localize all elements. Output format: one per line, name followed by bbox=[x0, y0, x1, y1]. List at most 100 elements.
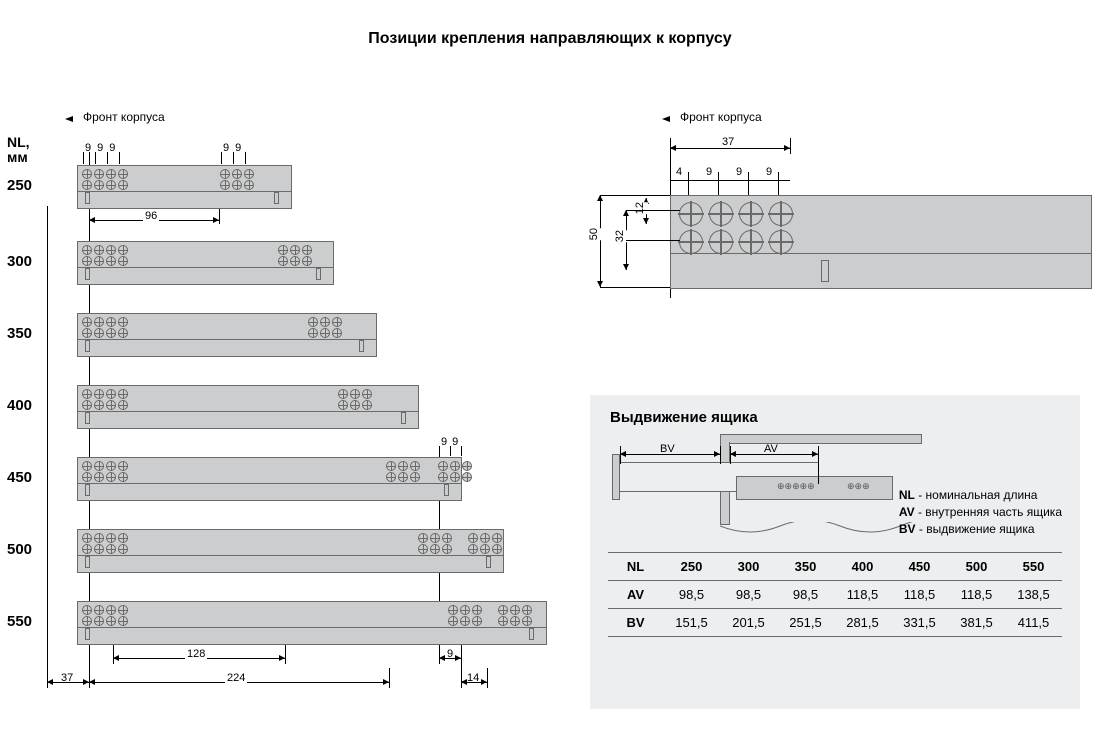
hole-icon bbox=[232, 169, 242, 179]
hole-icon bbox=[106, 245, 116, 255]
tick bbox=[221, 152, 222, 164]
dim-9-pair-450: 99 bbox=[441, 436, 463, 448]
tick bbox=[730, 446, 731, 464]
rail-midline bbox=[78, 267, 333, 268]
hole-icon bbox=[94, 472, 104, 482]
hole-icon bbox=[82, 605, 92, 615]
ext-line bbox=[626, 210, 680, 211]
table-cell: 331,5 bbox=[891, 609, 948, 637]
hole-icon bbox=[510, 616, 520, 626]
hole-icon bbox=[450, 461, 460, 471]
hole-icon bbox=[106, 533, 116, 543]
slot-icon bbox=[359, 340, 364, 352]
hole-icon bbox=[244, 169, 254, 179]
hole-icon bbox=[94, 245, 104, 255]
hole-icon bbox=[278, 256, 288, 266]
hole-icon bbox=[362, 389, 372, 399]
rail bbox=[77, 165, 292, 209]
table-cell: 251,5 bbox=[777, 609, 834, 637]
table-cell: 98,5 bbox=[777, 581, 834, 609]
rail-midline bbox=[78, 191, 291, 192]
length-label: 450 bbox=[7, 469, 32, 486]
dots-icon: ⊕⊕⊕ bbox=[847, 481, 870, 492]
hole-icon bbox=[118, 616, 128, 626]
tick bbox=[119, 152, 120, 164]
hole-icon bbox=[278, 245, 288, 255]
slot-icon bbox=[316, 268, 321, 280]
hole-icon bbox=[106, 256, 116, 266]
dim-4: 4 bbox=[674, 166, 684, 178]
hole-icon bbox=[118, 605, 128, 615]
ext-line bbox=[389, 668, 390, 688]
hole-icon bbox=[82, 245, 92, 255]
hole-icon bbox=[679, 230, 703, 254]
hole-icon bbox=[82, 317, 92, 327]
hole-icon bbox=[398, 472, 408, 482]
legend-av-desc: - внутренняя часть ящика bbox=[918, 505, 1062, 519]
legend: NL - номинальная длина AV - внутренняя ч… bbox=[899, 487, 1062, 537]
dim-9-pair: 99 bbox=[223, 142, 247, 154]
hole-icon bbox=[94, 400, 104, 410]
length-label: 250 bbox=[7, 177, 32, 194]
table-cell: 201,5 bbox=[720, 609, 777, 637]
hole-icon bbox=[244, 180, 254, 190]
nl-header-l1: NL, bbox=[7, 134, 30, 150]
hole-icon bbox=[94, 317, 104, 327]
dim-9-triplet: 999 bbox=[85, 142, 121, 154]
tick bbox=[245, 152, 246, 164]
hole-icon bbox=[480, 544, 490, 554]
table-header-cell: 450 bbox=[891, 553, 948, 581]
hole-icon bbox=[82, 461, 92, 471]
slot-icon bbox=[444, 484, 449, 496]
table-row: AV98,598,598,5118,5118,5118,5138,5 bbox=[608, 581, 1062, 609]
hole-icon bbox=[492, 533, 502, 543]
hole-icon bbox=[82, 389, 92, 399]
hole-icon bbox=[106, 317, 116, 327]
hole-icon bbox=[472, 616, 482, 626]
ext-line bbox=[600, 195, 670, 196]
hole-icon bbox=[448, 605, 458, 615]
nl-header-l2: мм bbox=[7, 149, 28, 165]
dim-9ra: 9 bbox=[704, 166, 714, 178]
hole-icon bbox=[106, 400, 116, 410]
hole-icon bbox=[468, 544, 478, 554]
tick bbox=[790, 138, 791, 154]
extension-table: NL250300350400450500550 AV98,598,598,511… bbox=[608, 552, 1062, 637]
slot-icon bbox=[85, 340, 90, 352]
legend-nl: NL bbox=[899, 488, 915, 502]
slot-icon bbox=[486, 556, 491, 568]
table-cell: 118,5 bbox=[948, 581, 1005, 609]
table-header-cell: 250 bbox=[663, 553, 720, 581]
hole-icon bbox=[769, 202, 793, 226]
table-cell: BV bbox=[608, 609, 663, 637]
table-cell: 98,5 bbox=[720, 581, 777, 609]
label-bv: BV bbox=[658, 443, 677, 455]
length-label: 300 bbox=[7, 253, 32, 270]
hole-icon bbox=[450, 472, 460, 482]
hole-icon bbox=[106, 328, 116, 338]
dim-128: 128 bbox=[185, 648, 207, 660]
hole-icon bbox=[308, 328, 318, 338]
hole-icon bbox=[106, 616, 116, 626]
hole-icon bbox=[82, 472, 92, 482]
hole-icon bbox=[468, 533, 478, 543]
hole-icon bbox=[290, 245, 300, 255]
hole-icon bbox=[332, 317, 342, 327]
rail bbox=[77, 385, 419, 429]
rail bbox=[77, 601, 547, 645]
hole-icon bbox=[418, 533, 428, 543]
rail-midline bbox=[78, 483, 461, 484]
legend-nl-desc: - номинальная длина bbox=[918, 488, 1037, 502]
hole-icon bbox=[106, 389, 116, 399]
hole-icon bbox=[94, 461, 104, 471]
hole-icon bbox=[709, 202, 733, 226]
hole-icon bbox=[106, 544, 116, 554]
hole-icon bbox=[82, 533, 92, 543]
hole-icon bbox=[82, 180, 92, 190]
slot-icon bbox=[821, 260, 829, 282]
hole-icon bbox=[386, 461, 396, 471]
ext-line bbox=[487, 668, 488, 688]
rail-midline bbox=[78, 339, 376, 340]
hole-icon bbox=[438, 472, 448, 482]
hole-icon bbox=[118, 256, 128, 266]
